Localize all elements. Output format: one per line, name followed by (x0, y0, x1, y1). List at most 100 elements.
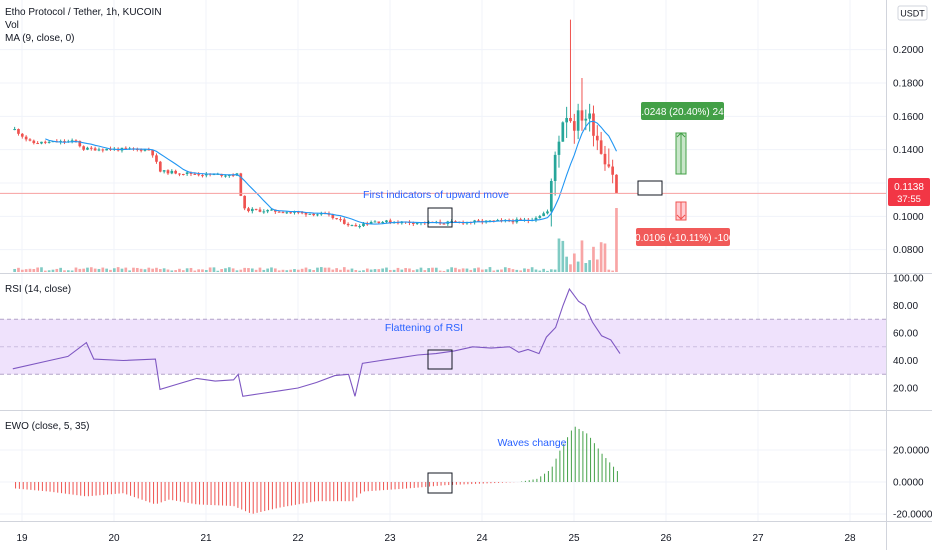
volume-bar (174, 270, 177, 272)
candle-body (162, 170, 166, 172)
candle-body (561, 122, 565, 142)
volume-bar (55, 268, 59, 272)
candle-body (342, 219, 346, 224)
short-tag: -0.0106 (-10.11%) -106 (632, 233, 735, 244)
volume-bar (235, 270, 239, 272)
volume-bar (469, 269, 473, 272)
volume-bar (327, 267, 331, 272)
x-axis-labels: 19 20 21 22 23 24 25 26 27 28 (16, 533, 856, 544)
candle-body (300, 212, 304, 214)
candle-body (477, 220, 480, 222)
candle-body (32, 140, 36, 144)
currency-button[interactable] (897, 5, 928, 21)
candle-body (105, 148, 108, 151)
volume-bar (404, 268, 407, 272)
candle-body (181, 173, 185, 175)
volume-bar (63, 270, 66, 272)
vol-legend[interactable]: Vol (5, 20, 19, 31)
rsi-legend[interactable]: RSI (14, close) (5, 284, 72, 295)
candle-body (473, 220, 476, 223)
ewo-highlight-box (427, 472, 453, 494)
y-axis-labels: 0.20000.18000.16000.14000.12000.10000.08… (893, 45, 932, 520)
candle-body (496, 219, 499, 221)
volume-bar (381, 268, 384, 272)
volume-bar (155, 267, 158, 272)
x-tick-label: 19 (16, 533, 28, 544)
candle-body (74, 140, 78, 142)
candle-body (385, 220, 388, 223)
candle-body (193, 173, 197, 175)
volume-bar (396, 267, 400, 272)
candle-body (411, 223, 415, 225)
candle-body (247, 208, 250, 212)
position-entry-box[interactable] (637, 180, 663, 196)
volume-bar (331, 269, 335, 272)
x-tick-label: 23 (384, 533, 396, 544)
volume-bar (178, 268, 181, 272)
volume-bar (151, 268, 154, 272)
candle-body (93, 148, 97, 151)
volume-bar (112, 268, 116, 272)
candle-body (304, 212, 308, 215)
volume-bar (231, 268, 235, 272)
symbol-title: Etho Protocol / Tether, 1h, KUCOIN (5, 7, 162, 18)
long-arrow (676, 132, 686, 174)
ewo-legend[interactable]: EWO (close, 5, 35) (5, 421, 90, 432)
volume-bar (461, 268, 465, 272)
volume-bar (434, 267, 438, 272)
candle-body (546, 211, 549, 214)
price-tick-label: 0.1000 (893, 212, 924, 223)
volume-bar (500, 269, 503, 272)
candle-body (580, 110, 584, 121)
volume-bar (28, 268, 32, 272)
volume-bar (611, 270, 614, 272)
ma-legend[interactable]: MA (9, close, 0) (5, 33, 75, 44)
volume-bar (74, 267, 78, 272)
candle-body (362, 223, 365, 227)
candle-body (13, 129, 16, 131)
volume-bar (450, 267, 453, 272)
volume-bar (101, 267, 105, 272)
volume-bar (312, 270, 315, 272)
volume-bar (369, 269, 373, 272)
x-tick-label: 21 (200, 533, 212, 544)
volume-bar (615, 208, 618, 272)
candle-body (270, 209, 273, 211)
volume-bar (323, 267, 327, 272)
volume-bar (354, 270, 358, 272)
candle-body (542, 213, 545, 217)
volume-bar (373, 269, 377, 272)
rsi-tick-label: 20.00 (893, 384, 918, 395)
short-arrow (676, 202, 686, 220)
volume-bar (457, 269, 461, 272)
volume-bar (588, 260, 591, 272)
volume-bar (526, 268, 530, 272)
candle-body (569, 117, 572, 122)
candle-body (231, 174, 235, 176)
candle-body (607, 164, 611, 167)
price-legend[interactable]: Etho Protocol / Tether, 1h, KUCOIN Vol M… (5, 6, 162, 45)
price-candles (13, 19, 618, 229)
volume-bar (135, 267, 139, 272)
candle-body (588, 113, 591, 119)
volume-bar (189, 267, 193, 272)
volume-bar (584, 263, 588, 272)
candle-body (293, 211, 296, 213)
candle-body (258, 209, 262, 212)
volume-bar (216, 270, 220, 272)
candle-body (63, 141, 66, 143)
volume-bar (304, 267, 308, 272)
volume-bar (143, 269, 147, 272)
rsi-tick-label: 100.00 (893, 274, 924, 285)
volume-bar (185, 268, 189, 272)
rsi-tick-label: 40.00 (893, 356, 918, 367)
short-tag-bg (636, 228, 730, 246)
volume-bar (442, 270, 446, 272)
long-tag: 0.0248 (20.40%) 248 (636, 107, 730, 118)
ewo-tick-label: -20.0000 (893, 510, 932, 521)
volume-bar (346, 269, 350, 272)
candle-body (139, 149, 143, 151)
candle-body (511, 221, 515, 223)
volume-bar (503, 267, 507, 272)
